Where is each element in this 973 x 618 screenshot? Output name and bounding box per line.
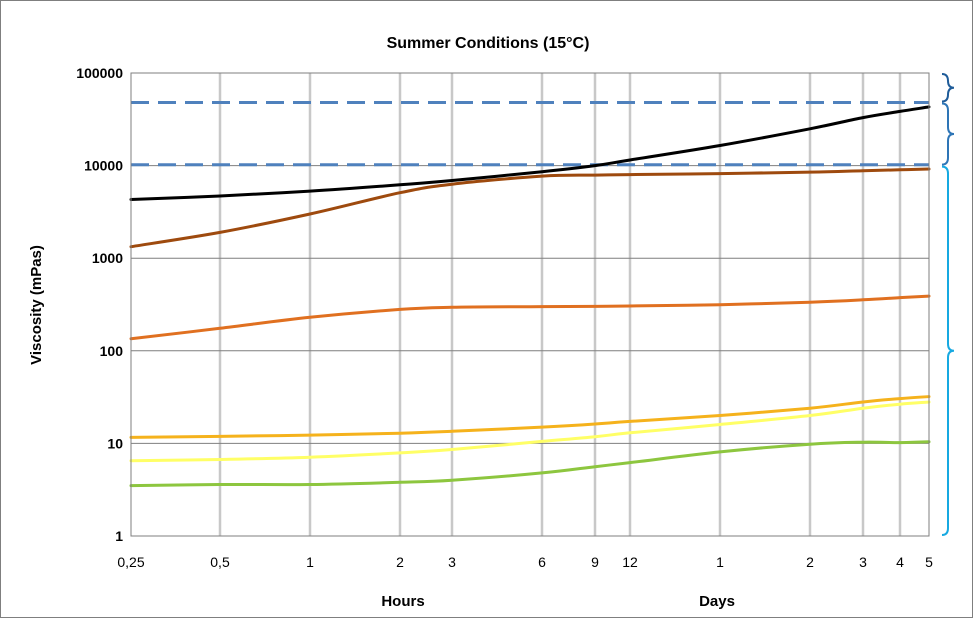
right-brace-1 [941, 73, 955, 103]
x-tick-label: 12 [622, 554, 638, 570]
x-tick-label: 1 [716, 554, 724, 570]
x-tick-label: 2 [806, 554, 814, 570]
x-group-label-hours: Hours [381, 593, 424, 610]
x-tick-label: 1 [306, 554, 314, 570]
plot-area-border [130, 72, 930, 537]
series-line-3 [129, 294, 931, 341]
x-tick-label: 2 [396, 554, 404, 570]
x-tick-labels: 0,25 0,5 1 2 3 6 9 12 1 2 3 4 5 [117, 554, 933, 570]
x-tick-label: 3 [859, 554, 867, 570]
x-tick-label: 0,5 [210, 554, 230, 570]
series-line-5 [129, 400, 931, 463]
vertical-gridlines [218, 73, 902, 536]
chart-title: Summer Conditions (15°C) [387, 35, 590, 52]
right-braces [941, 73, 955, 536]
y-tick-label: 10 [107, 435, 123, 451]
x-tick-label: 9 [591, 554, 599, 570]
y-tick-label: 10000 [84, 158, 123, 174]
right-brace-2 [941, 102, 955, 166]
y-tick-label: 1 [115, 528, 123, 544]
y-tick-label: 1000 [92, 250, 123, 266]
right-brace-3 [941, 165, 955, 536]
y-tick-label: 100000 [76, 65, 123, 81]
y-tick-labels: 1 10 100 1000 10000 100000 [76, 65, 123, 544]
series-line-6 [129, 440, 931, 488]
x-tick-label: 4 [896, 554, 904, 570]
y-tick-label: 100 [100, 343, 124, 359]
series-line-4 [129, 395, 931, 439]
x-tick-label: 5 [925, 554, 933, 570]
y-axis-label: Viscosity (mPas) [28, 245, 45, 365]
x-tick-label: 6 [538, 554, 546, 570]
x-tick-label: 0,25 [117, 554, 144, 570]
series-lines [129, 105, 931, 488]
series-line-1 [129, 105, 931, 201]
reference-lines [131, 101, 929, 167]
x-tick-label: 3 [448, 554, 456, 570]
series-line-2 [129, 167, 931, 249]
x-group-label-days: Days [699, 593, 735, 610]
